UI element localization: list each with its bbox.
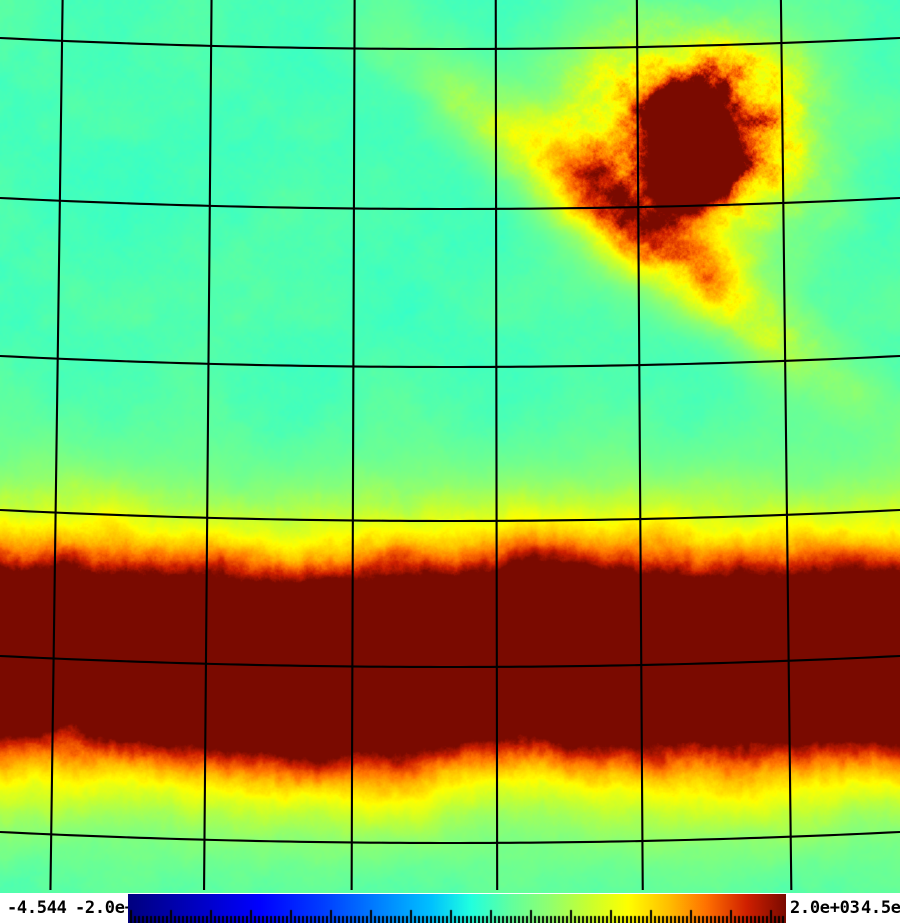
gridline-horizontal bbox=[0, 654, 900, 669]
gridline-horizontal bbox=[0, 354, 900, 369]
gridline-vertical bbox=[350, 0, 356, 891]
sky-intensity-canvas[interactable] bbox=[0, 0, 900, 893]
coordinate-grid-overlay bbox=[0, 0, 900, 891]
gridline-vertical bbox=[779, 0, 793, 891]
colorbar-tick-marks bbox=[128, 894, 786, 923]
gridline-horizontal bbox=[0, 508, 900, 523]
colorbar-max-label: 4.5e+05 bbox=[861, 898, 900, 918]
gridline-vertical bbox=[49, 0, 64, 891]
gridline-horizontal bbox=[0, 830, 900, 845]
gridline-horizontal bbox=[0, 196, 900, 211]
gridline-vertical bbox=[635, 0, 644, 891]
sky-map[interactable] bbox=[0, 0, 900, 893]
colorbar-high-tick-label: 2.0e+03 bbox=[790, 898, 860, 918]
colorbar-min-label: -4.544 bbox=[7, 898, 67, 918]
gridline-vertical bbox=[203, 0, 213, 891]
gridline-vertical bbox=[494, 0, 499, 891]
gridline-horizontal bbox=[0, 36, 900, 51]
colorbar[interactable] bbox=[128, 894, 786, 923]
